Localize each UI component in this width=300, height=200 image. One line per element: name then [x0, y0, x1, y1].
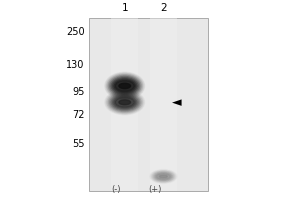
Ellipse shape — [111, 77, 139, 95]
Bar — [150, 18, 177, 191]
Ellipse shape — [114, 96, 136, 108]
Text: (+): (+) — [148, 185, 161, 194]
Ellipse shape — [109, 93, 140, 111]
Ellipse shape — [157, 174, 170, 179]
Ellipse shape — [119, 83, 130, 89]
Ellipse shape — [119, 100, 130, 105]
Text: (-): (-) — [111, 185, 121, 194]
Ellipse shape — [159, 175, 167, 178]
Ellipse shape — [109, 76, 140, 96]
Ellipse shape — [111, 94, 139, 110]
Ellipse shape — [108, 92, 142, 113]
Ellipse shape — [154, 172, 173, 181]
Ellipse shape — [152, 171, 175, 182]
Ellipse shape — [153, 171, 174, 182]
Ellipse shape — [151, 170, 176, 183]
Text: 130: 130 — [66, 60, 85, 70]
Ellipse shape — [115, 97, 134, 107]
Ellipse shape — [112, 78, 137, 94]
Ellipse shape — [112, 95, 137, 109]
Bar — [89, 18, 208, 191]
Ellipse shape — [115, 81, 134, 91]
Text: 1: 1 — [122, 3, 128, 13]
Ellipse shape — [105, 72, 145, 100]
Text: 2: 2 — [160, 3, 167, 13]
Text: 72: 72 — [72, 110, 85, 120]
Ellipse shape — [155, 173, 172, 180]
Text: 95: 95 — [72, 87, 85, 97]
Text: 250: 250 — [66, 27, 85, 37]
Ellipse shape — [106, 91, 143, 114]
Bar — [111, 18, 138, 191]
Ellipse shape — [108, 75, 142, 97]
Ellipse shape — [114, 79, 136, 92]
Ellipse shape — [106, 73, 143, 98]
Text: 55: 55 — [72, 139, 85, 149]
Text: ◄: ◄ — [172, 96, 182, 109]
Ellipse shape — [156, 173, 171, 180]
